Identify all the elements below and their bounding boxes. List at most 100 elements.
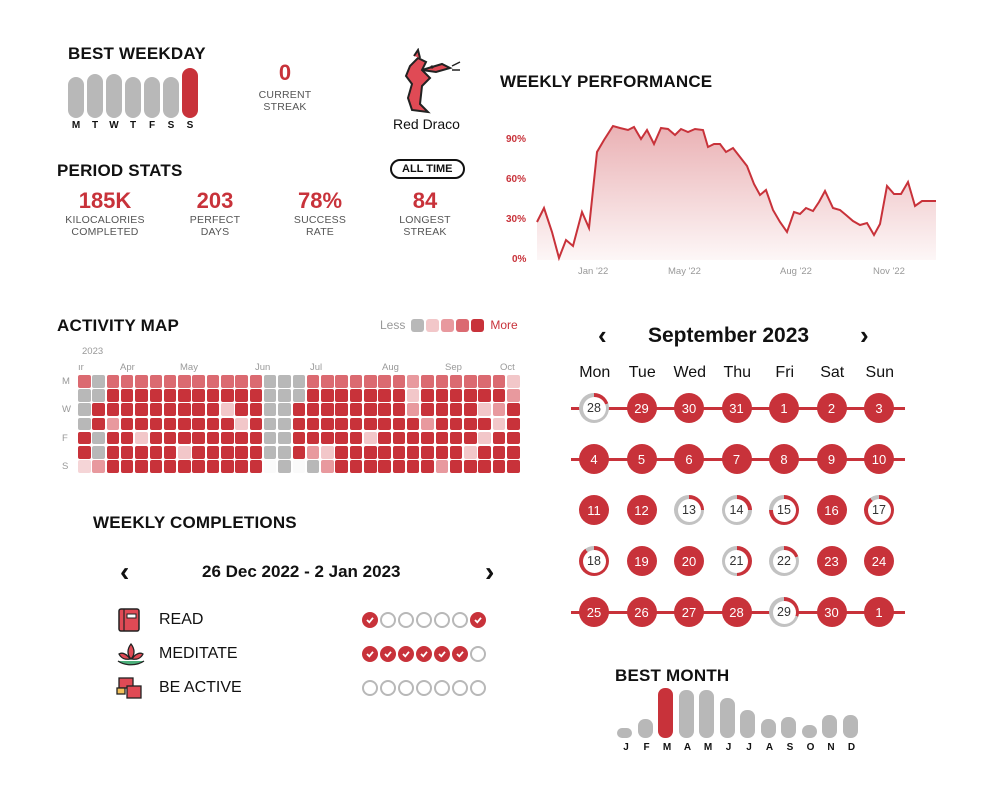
empty-circle-icon[interactable] xyxy=(470,680,486,696)
activity-cell xyxy=(149,417,162,431)
calendar-day[interactable]: 7 xyxy=(714,436,760,482)
empty-circle-icon[interactable] xyxy=(398,612,414,628)
calendar-day[interactable]: 29 xyxy=(619,385,665,431)
activity-cell xyxy=(507,403,520,416)
completed-check-icon[interactable] xyxy=(470,612,486,628)
calendar-day[interactable]: 27 xyxy=(666,589,712,635)
stat-label: DAYS xyxy=(200,226,230,238)
activity-cell xyxy=(306,389,320,402)
activity-cell xyxy=(235,403,248,416)
calendar-day[interactable]: 17 xyxy=(856,487,902,533)
calendar-day[interactable]: 20 xyxy=(666,538,712,584)
day-number: 18 xyxy=(582,549,606,573)
activity-cell xyxy=(106,417,120,431)
calendar-day[interactable]: 22 xyxy=(761,538,807,584)
day-number: 16 xyxy=(824,502,839,518)
calendar-day[interactable]: 28 xyxy=(571,385,617,431)
legend-swatch xyxy=(471,318,485,332)
calendar-day[interactable]: 24 xyxy=(856,538,902,584)
empty-circle-icon[interactable] xyxy=(416,612,432,628)
activity-cell xyxy=(449,446,463,459)
all-time-filter-button[interactable]: ALL TIME xyxy=(390,159,465,179)
calendar-day[interactable]: 11 xyxy=(571,487,617,533)
completed-check-icon[interactable] xyxy=(380,646,396,662)
calendar-day[interactable]: 3 xyxy=(856,385,902,431)
stat-label: RATE xyxy=(305,226,335,238)
day-progress-ring: 7 xyxy=(721,444,752,474)
empty-circle-icon[interactable] xyxy=(452,612,468,628)
habit-row[interactable]: MEDITATE xyxy=(115,637,510,671)
next-week-button[interactable]: › xyxy=(485,556,495,587)
weekly-performance-chart: 90% 60% 30% 0% Jan '22 May '22 Aug '22 N… xyxy=(500,100,940,285)
calendar-day[interactable]: 2 xyxy=(809,385,855,431)
empty-circle-icon[interactable] xyxy=(362,680,378,696)
calendar-day[interactable]: 28 xyxy=(714,589,760,635)
completed-check-icon[interactable] xyxy=(398,646,414,662)
activity-cell xyxy=(406,460,420,473)
calendar-day[interactable]: 14 xyxy=(714,487,760,533)
completed-check-icon[interactable] xyxy=(416,646,432,662)
calendar-day[interactable]: 6 xyxy=(666,436,712,482)
day-number: 26 xyxy=(634,604,649,620)
calendar-day[interactable]: 25 xyxy=(571,589,617,635)
activity-cell xyxy=(378,389,391,402)
calendar-day[interactable]: 12 xyxy=(619,487,665,533)
completed-check-icon[interactable] xyxy=(452,646,468,662)
calendar-day[interactable]: 9 xyxy=(809,436,855,482)
empty-circle-icon[interactable] xyxy=(452,680,468,696)
day-progress-ring: 23 xyxy=(816,546,847,576)
calendar-day[interactable]: 8 xyxy=(761,436,807,482)
empty-circle-icon[interactable] xyxy=(380,680,396,696)
calendar-day[interactable]: 29 xyxy=(761,589,807,635)
completed-check-icon[interactable] xyxy=(434,646,450,662)
calendar-day[interactable]: 23 xyxy=(809,538,855,584)
calendar-day[interactable]: 19 xyxy=(619,538,665,584)
prev-week-button[interactable]: ‹ xyxy=(120,556,130,587)
habit-week-circles xyxy=(362,680,486,696)
best-month-title: BEST MONTH xyxy=(615,666,730,685)
activity-cell xyxy=(149,446,162,459)
activity-cell xyxy=(106,460,120,473)
day-number: 3 xyxy=(875,400,883,416)
completed-check-icon[interactable] xyxy=(362,612,378,628)
empty-circle-icon[interactable] xyxy=(434,680,450,696)
day-progress-ring: 15 xyxy=(769,495,799,525)
day-progress-ring: 6 xyxy=(674,444,704,474)
calendar-day[interactable]: 26 xyxy=(619,589,665,635)
day-number: 19 xyxy=(634,553,649,569)
calendar-day[interactable]: 31 xyxy=(714,385,760,431)
empty-circle-icon[interactable] xyxy=(380,612,396,628)
calendar-day[interactable]: 21 xyxy=(714,538,760,584)
activity-cell xyxy=(492,431,506,445)
activity-cell xyxy=(278,403,291,416)
calendar-day[interactable]: 13 xyxy=(666,487,712,533)
completed-check-icon[interactable] xyxy=(362,646,378,662)
calendar-day[interactable]: 10 xyxy=(856,436,902,482)
calendar-day[interactable]: 18 xyxy=(571,538,617,584)
calendar-next-button[interactable]: › xyxy=(860,320,869,350)
calendar-prev-button[interactable]: ‹ xyxy=(598,320,607,350)
month-bar xyxy=(658,688,673,738)
calendar-day[interactable]: 5 xyxy=(619,436,665,482)
calendar-day[interactable]: 15 xyxy=(761,487,807,533)
calendar-day[interactable]: 30 xyxy=(809,589,855,635)
calendar-day[interactable]: 1 xyxy=(761,385,807,431)
empty-circle-icon[interactable] xyxy=(416,680,432,696)
calendar-day[interactable]: 16 xyxy=(809,487,855,533)
calendar-day[interactable]: 1 xyxy=(856,589,902,635)
calendar-day[interactable]: 30 xyxy=(666,385,712,431)
activity-cell xyxy=(92,431,105,445)
activity-cell xyxy=(449,460,463,473)
empty-circle-icon[interactable] xyxy=(398,680,414,696)
calendar-day[interactable]: 4 xyxy=(571,436,617,482)
empty-circle-icon[interactable] xyxy=(470,646,486,662)
empty-circle-icon[interactable] xyxy=(434,612,450,628)
day-progress-ring: 27 xyxy=(674,597,704,627)
best-month-chart xyxy=(617,688,867,738)
activity-cell xyxy=(235,460,248,473)
habit-row[interactable]: READ xyxy=(115,603,510,637)
activity-cell xyxy=(507,417,520,431)
weekday-label: M xyxy=(62,376,70,387)
habit-row[interactable]: BE ACTIVE xyxy=(115,671,510,705)
activity-cell xyxy=(492,446,506,459)
